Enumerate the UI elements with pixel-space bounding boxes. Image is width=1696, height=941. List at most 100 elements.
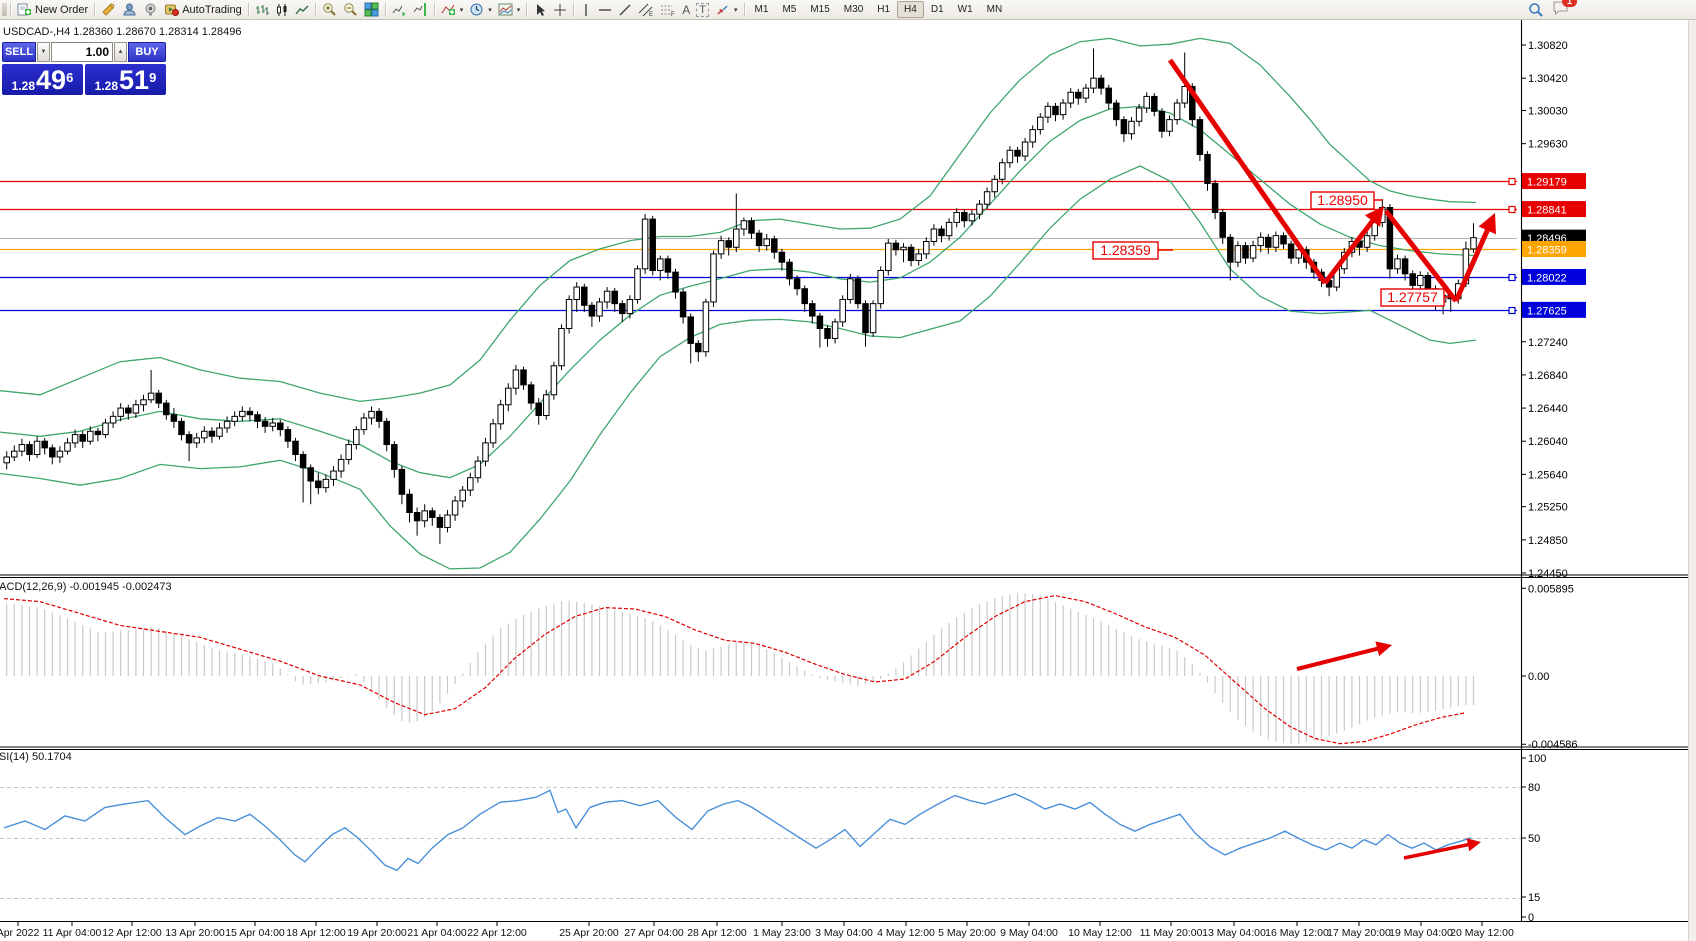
vertical-line-icon — [585, 3, 587, 16]
svg-text:21 Apr 04:00: 21 Apr 04:00 — [407, 927, 467, 939]
bollinger-lower — [0, 165, 1477, 570]
templates-button[interactable]: ▾ — [495, 1, 524, 18]
volume-increase-button[interactable]: ▲ — [114, 42, 127, 62]
indicators-icon — [441, 4, 455, 15]
timeframe-button-m1[interactable]: M1 — [754, 4, 769, 15]
svg-text:F: F — [671, 12, 675, 17]
candlestick-mode-button[interactable] — [272, 2, 292, 18]
label-tool-button[interactable]: T — [693, 2, 712, 18]
timeframe-button-w1[interactable]: W1 — [957, 4, 973, 15]
chat-button[interactable]: 1 — [1552, 0, 1577, 21]
autotrading-label: AutoTrading — [182, 3, 242, 16]
svg-text:0: 0 — [1528, 912, 1534, 924]
buy-button[interactable]: BUY — [128, 42, 166, 62]
tile-windows-button[interactable] — [361, 1, 382, 18]
chart-plot-area[interactable] — [0, 20, 1521, 921]
crosshair-tool-button[interactable] — [550, 2, 570, 18]
trend-annotations[interactable]: 1.28950 1.28359 1.27757 — [1092, 58, 1496, 860]
accounts-button[interactable] — [119, 1, 140, 18]
templates-icon — [498, 3, 513, 16]
line-chart-mode-button[interactable] — [292, 2, 312, 18]
zoom-in-button[interactable] — [319, 1, 340, 18]
autotrading-button[interactable]: AutoTrading — [161, 1, 245, 18]
dropdown-arrow-icon[interactable]: ▾ — [459, 6, 464, 14]
svg-text:1.25250: 1.25250 — [1528, 502, 1568, 514]
svg-text:1.30030: 1.30030 — [1528, 106, 1568, 118]
svg-text:50: 50 — [1528, 833, 1540, 845]
trendline-tool-button[interactable] — [615, 2, 635, 18]
volume-field-wrap — [51, 42, 113, 62]
svg-text:1.29179: 1.29179 — [1527, 177, 1567, 189]
toolbar-separator — [433, 2, 435, 17]
chart-shift-button[interactable] — [410, 1, 431, 18]
svg-text:13 Apr 20:00: 13 Apr 20:00 — [165, 927, 225, 939]
timeframe-button-m5[interactable]: M5 — [782, 4, 797, 15]
new-order-icon — [17, 3, 31, 16]
channel-tool-button[interactable]: E — [635, 2, 657, 18]
bollinger-upper — [0, 37, 1477, 403]
svg-text:1.28359: 1.28359 — [1100, 242, 1151, 258]
auto-scroll-button[interactable] — [389, 1, 410, 18]
dropdown-arrow-icon[interactable]: ▾ — [734, 6, 738, 14]
horizontal-line-tool-button[interactable] — [595, 2, 615, 18]
svg-text:28 Apr 12:00: 28 Apr 12:00 — [687, 927, 747, 939]
cursor-tool-button[interactable] — [530, 2, 550, 18]
svg-text:1.30820: 1.30820 — [1528, 40, 1568, 52]
indicators-button[interactable]: ▾ — [438, 1, 467, 18]
new-order-button[interactable]: New Order — [14, 1, 91, 18]
rsi-line — [3, 789, 1472, 872]
toolbar-separator — [743, 2, 745, 17]
community-button[interactable] — [140, 1, 161, 18]
timeframe-button-h1[interactable]: H1 — [877, 4, 891, 15]
svg-text:1.28841: 1.28841 — [1527, 205, 1567, 217]
clipped-toolbar-icon — [2, 3, 7, 16]
volume-input[interactable] — [52, 43, 112, 61]
dropdown-arrow-icon[interactable]: ▾ — [516, 6, 521, 14]
svg-text:17 May 20:00: 17 May 20:00 — [1327, 927, 1391, 939]
toolbar-right-group: 1 — [1528, 0, 1577, 21]
timeframe-button-h4[interactable]: H4 — [897, 1, 924, 18]
pane-borders — [0, 20, 1689, 923]
macd-signal-line — [3, 594, 1466, 745]
date-axis[interactable]: Apr 2022 11 Apr 04:00 12 Apr 12:00 13 Apr 2… — [0, 921, 1514, 940]
sell-price-prefix: 1.28 — [11, 79, 36, 93]
toolbar-separator — [573, 2, 575, 17]
svg-text:19 May 04:00: 19 May 04:00 — [1389, 927, 1453, 939]
expert-advisors-button[interactable] — [98, 1, 119, 18]
window-scrollbar[interactable] — [1688, 20, 1696, 941]
periods-button[interactable]: ▾ — [466, 1, 495, 18]
accounts-icon — [123, 3, 136, 16]
macd-indicator-label: MACD(12,26,9) -0.001945 -0.002473 — [0, 581, 172, 593]
fibonacci-tool-button[interactable]: F — [657, 2, 679, 18]
timeframe-button-group: M1 M5 M15 M30 H1 H4 D1 W1 MN — [748, 1, 1010, 18]
trend-arrow-annotation — [1384, 209, 1458, 303]
volume-decrease-button[interactable]: ▼ — [37, 42, 50, 62]
zoom-out-button[interactable] — [340, 1, 361, 18]
timeframe-button-d1[interactable]: D1 — [930, 4, 944, 15]
sell-button[interactable]: SELL — [2, 42, 36, 62]
one-click-trading-panel: SELL ▼ ▲ BUY 1.28 49 6 1.28 51 9 — [2, 42, 166, 95]
timeframe-button-m15[interactable]: M15 — [810, 4, 830, 15]
text-tool-button[interactable]: A — [679, 2, 693, 18]
svg-text:1.26440: 1.26440 — [1528, 403, 1568, 415]
fibonacci-icon: F — [661, 5, 675, 17]
toolbar-separator — [384, 2, 386, 17]
timeframe-button-m30[interactable]: M30 — [843, 4, 864, 15]
arrows-tool-button[interactable]: ▾ — [712, 2, 741, 18]
horizontal-level-lines[interactable] — [0, 177, 1517, 315]
trend-arrow-annotation — [1453, 222, 1493, 303]
price-level-badges: 1.291791.288411.284961.283591.280221.276… — [1522, 173, 1586, 318]
vertical-line-tool-button[interactable] — [577, 2, 595, 18]
dropdown-arrow-icon[interactable]: ▾ — [488, 6, 492, 14]
search-icon[interactable] — [1528, 2, 1544, 18]
svg-text:1.28359: 1.28359 — [1527, 245, 1567, 257]
bar-chart-mode-button[interactable] — [252, 2, 272, 18]
horizontal-line-icon — [599, 8, 612, 11]
svg-text:5 May 20:00: 5 May 20:00 — [938, 927, 996, 939]
sell-price-display[interactable]: 1.28 49 6 — [2, 64, 83, 95]
buy-price-display[interactable]: 1.28 51 9 — [85, 64, 166, 95]
svg-text:19 Apr 20:00: 19 Apr 20:00 — [347, 927, 407, 939]
price-axis[interactable]: 1.30820 1.30420 1.30030 1.29630 1.27240 1.268… — [1521, 40, 1578, 924]
timeframe-button-mn[interactable]: MN — [986, 4, 1003, 15]
